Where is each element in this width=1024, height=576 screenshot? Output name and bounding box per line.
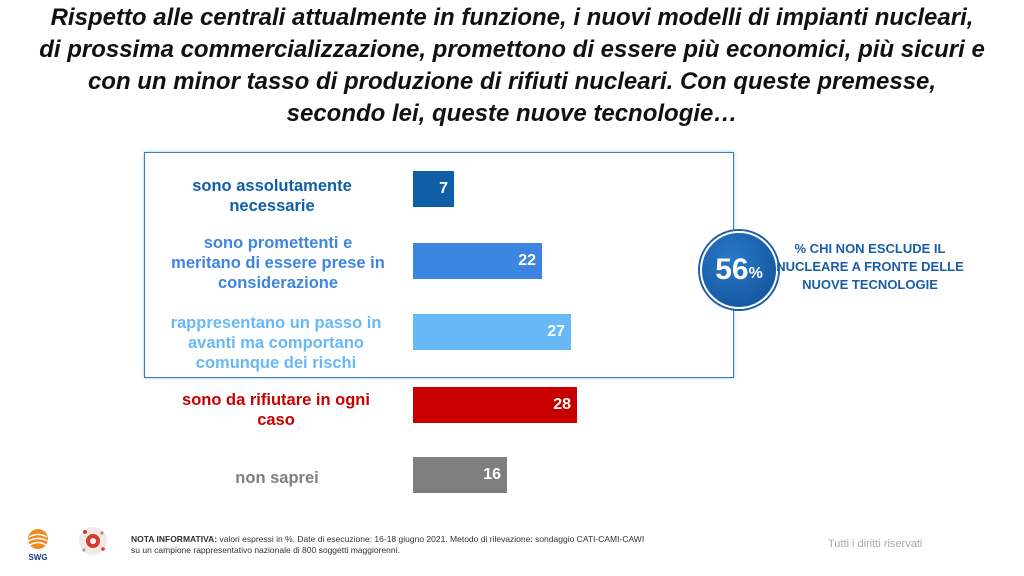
category-label-line: avanti ma comportano [187,334,365,352]
summary-caption-line: NUOVE TECNOLOGIE [802,277,938,292]
title-line: secondo lei, queste nuove tecnologie… [286,100,738,127]
summary-caption-line: NUCLEARE A FRONTE DELLE [776,259,964,274]
category-label-line: caso [257,411,295,429]
summary-value: 56 [715,253,749,286]
category-label-line: considerazione [217,274,339,292]
category-label: non saprei [147,468,407,488]
bar-value-label: 28 [553,396,571,413]
note-text: valori espressi in %. Date di esecuzione… [217,534,645,544]
category-label-line: sono assolutamente [192,177,352,195]
note-text: su un campione rappresentativo nazionale… [131,545,400,555]
bar [413,387,577,423]
swg-logo: SWG [27,529,49,562]
note-label: NOTA INFORMATIVA: [131,534,218,544]
category-label-line: necessarie [229,197,315,215]
category-label-line: comunque dei rischi [195,354,357,372]
summary-caption-line: % CHI NON ESCLUDE IL [794,241,946,256]
category-label-line: sono da rifiutare in ogni [182,391,370,409]
summary-badge: 56% [700,231,778,309]
summary-unit: % [748,265,763,282]
title-line: Rispetto alle centrali attualmente in fu… [50,4,974,31]
title-line: con un minor tasso di produzione di rifi… [87,68,937,95]
chart-title: Rispetto alle centrali attualmente in fu… [0,2,1024,130]
category-label-line: rappresentano un passo in [170,314,382,332]
bar [413,243,542,279]
bar [413,171,454,207]
category-label: rappresentano un passo in avanti ma comp… [146,313,406,373]
bar-value-label: 22 [518,252,536,269]
bar-value-label: 7 [439,180,448,197]
category-label: sono da rifiutare in ogni caso [146,390,406,430]
bar [413,314,571,350]
partner-logo [79,527,107,555]
summary-caption: % CHI NON ESCLUDE IL NUCLEARE A FRONTE D… [770,240,970,294]
swg-logo-text: SWG [28,553,47,562]
bar-value-label: 27 [547,323,565,340]
title-line: di prossima commercializzazione, promett… [39,36,985,63]
copyright-text: Tutti i diritti riservati [828,538,923,550]
bar [413,457,507,493]
bar-value-label: 16 [483,466,501,483]
methodology-note: NOTA INFORMATIVA: valori espressi in %. … [131,534,731,556]
category-label-line: sono promettenti e [203,234,353,252]
category-label-line: meritano di essere prese in [171,254,385,272]
category-label: sono promettenti e meritano di essere pr… [148,233,408,293]
category-label-line: non saprei [235,469,319,487]
category-label: sono assolutamente necessarie [142,176,402,216]
